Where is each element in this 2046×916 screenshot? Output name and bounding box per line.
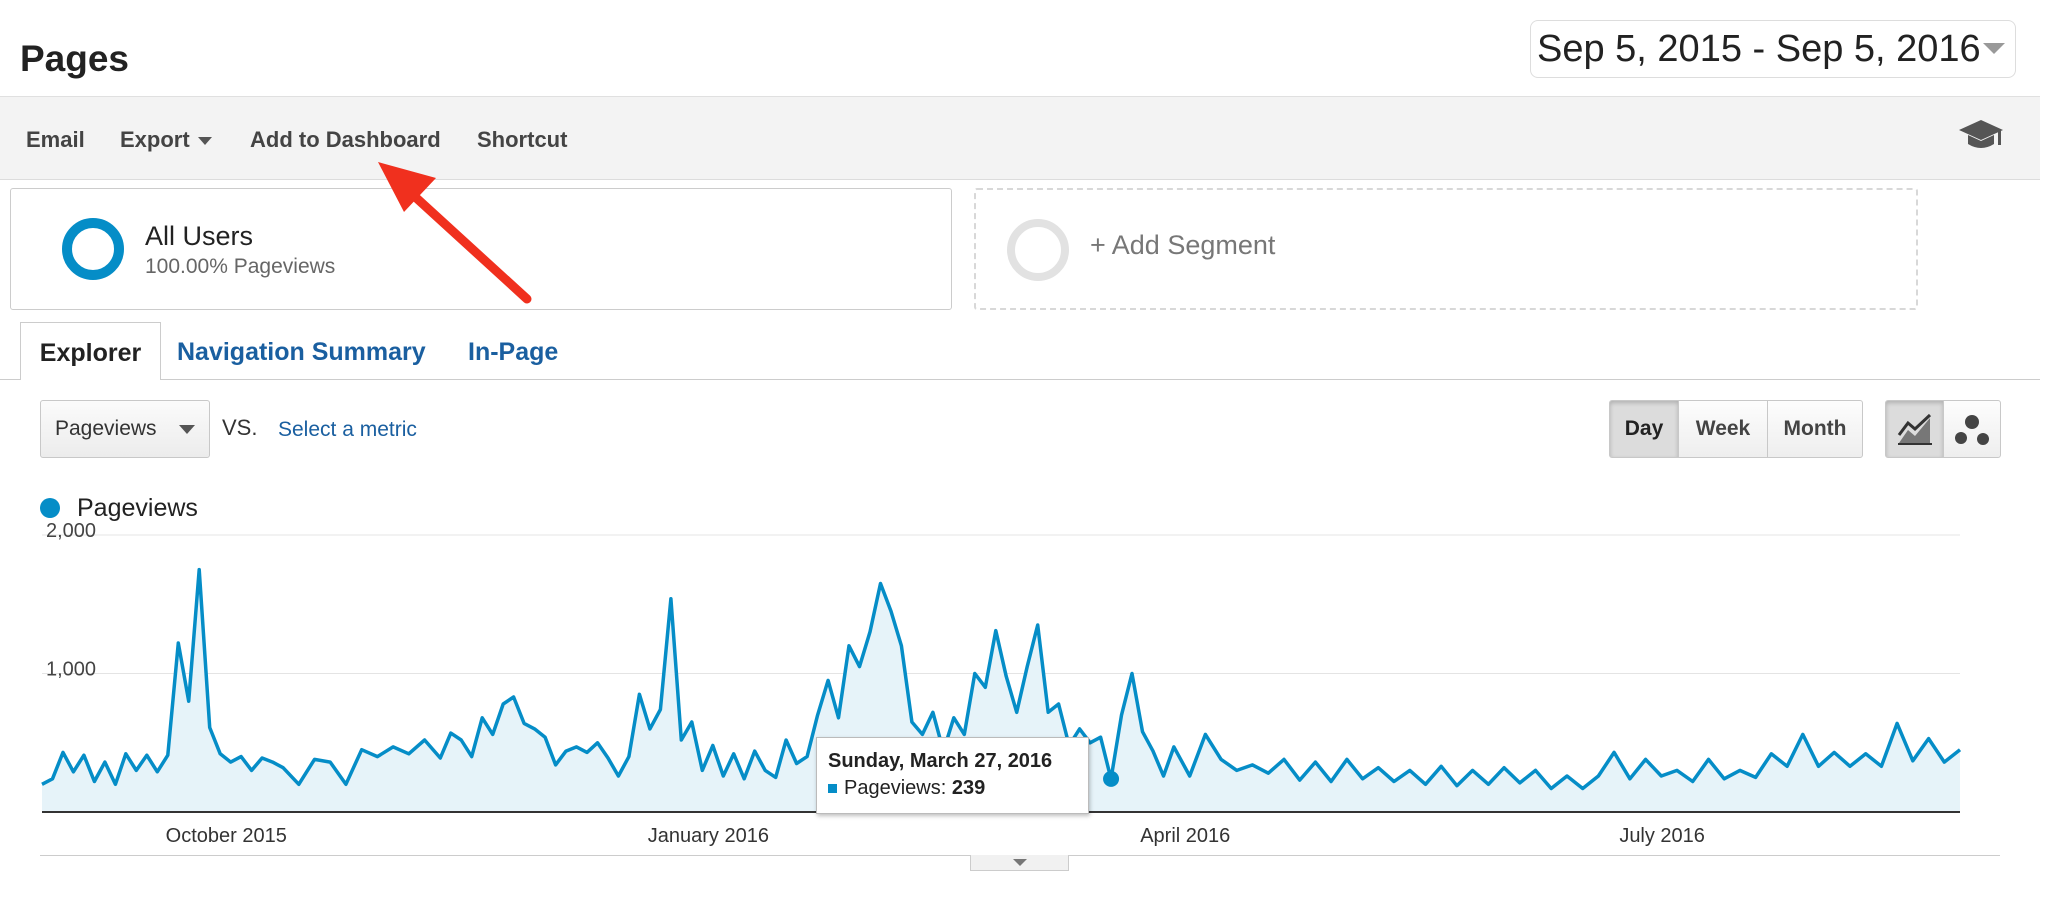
add-segment-button[interactable]: + Add Segment bbox=[974, 188, 1918, 310]
tooltip-metric: Pageviews: 239 bbox=[828, 777, 1088, 800]
segment-all-users[interactable]: All Users 100.00% Pageviews bbox=[10, 188, 952, 310]
pageviews-line bbox=[41, 567, 1962, 791]
pageviews-area bbox=[42, 569, 1960, 812]
line-chart-button[interactable] bbox=[1885, 400, 1944, 458]
add-segment-label: + Add Segment bbox=[1090, 230, 1276, 260]
highlighted-point[interactable] bbox=[1103, 770, 1120, 787]
week-button[interactable]: Week bbox=[1678, 400, 1768, 458]
x-tick-label: July 2016 bbox=[1619, 825, 1705, 847]
date-range-text: Sep 5, 2015 - Sep 5, 2016 bbox=[1537, 27, 1981, 70]
segment-detail: 100.00% Pageviews bbox=[145, 255, 336, 278]
series-swatch bbox=[828, 784, 837, 794]
shortcut-button[interactable]: Shortcut bbox=[477, 127, 568, 152]
tooltip-metric-label: Pageviews: bbox=[844, 777, 947, 799]
add-to-dashboard-button[interactable]: Add to Dashboard bbox=[250, 127, 441, 152]
export-button[interactable]: Export bbox=[120, 127, 212, 153]
x-tick-label: January 2016 bbox=[648, 825, 769, 847]
export-label: Export bbox=[120, 127, 190, 152]
pageviews-chart[interactable]: 2,000 1,000 October 2015 January 2016 April… bbox=[0, 520, 2040, 900]
empty-donut-icon bbox=[1007, 219, 1069, 281]
bubble-chart-button[interactable] bbox=[1943, 400, 2001, 458]
chevron-down-icon bbox=[179, 425, 195, 434]
tooltip-date: Sunday, March 27, 2016 bbox=[828, 750, 1053, 772]
tab-in-page[interactable]: In-Page bbox=[468, 338, 559, 366]
tooltip-value: 239 bbox=[951, 777, 986, 799]
segment-donut-icon bbox=[62, 218, 124, 280]
line-chart-icon bbox=[1897, 413, 1932, 445]
y-tick-label: 1,000 bbox=[46, 659, 96, 681]
chevron-down-icon bbox=[1013, 859, 1027, 866]
tab-explorer[interactable]: Explorer bbox=[20, 322, 161, 380]
metric-select-value: Pageviews bbox=[55, 417, 157, 440]
segment-name: All Users bbox=[145, 221, 254, 251]
month-button[interactable]: Month bbox=[1767, 400, 1863, 458]
chart-tooltip: Sunday, March 27, 2016 Pageviews: 239 bbox=[816, 737, 1089, 814]
email-button[interactable]: Email bbox=[26, 127, 85, 152]
date-range-picker[interactable]: Sep 5, 2015 - Sep 5, 2016 bbox=[1530, 20, 2016, 78]
chevron-down-icon bbox=[1983, 43, 2005, 54]
day-button[interactable]: Day bbox=[1609, 400, 1679, 458]
graduation-cap-icon[interactable] bbox=[1957, 116, 2005, 156]
legend-dot bbox=[40, 498, 60, 518]
select-metric-link[interactable]: Select a metric bbox=[278, 418, 417, 441]
x-tick-label: April 2016 bbox=[1140, 825, 1230, 847]
caret-down-icon bbox=[197, 137, 212, 146]
report-toolbar: Email Export Add to Dashboard Shortcut bbox=[0, 96, 2040, 180]
legend-label: Pageviews bbox=[77, 494, 198, 522]
bubble-chart-icon bbox=[1955, 415, 1989, 445]
x-tick-label: October 2015 bbox=[166, 825, 287, 847]
metric-select[interactable]: Pageviews bbox=[40, 400, 210, 458]
tabs-divider bbox=[0, 379, 2040, 380]
y-tick-label: 2,000 bbox=[46, 520, 96, 542]
expand-chart-button[interactable] bbox=[970, 855, 1069, 871]
tab-navigation-summary[interactable]: Navigation Summary bbox=[177, 338, 426, 366]
vs-label: VS. bbox=[222, 415, 258, 440]
page-title: Pages bbox=[20, 38, 130, 79]
